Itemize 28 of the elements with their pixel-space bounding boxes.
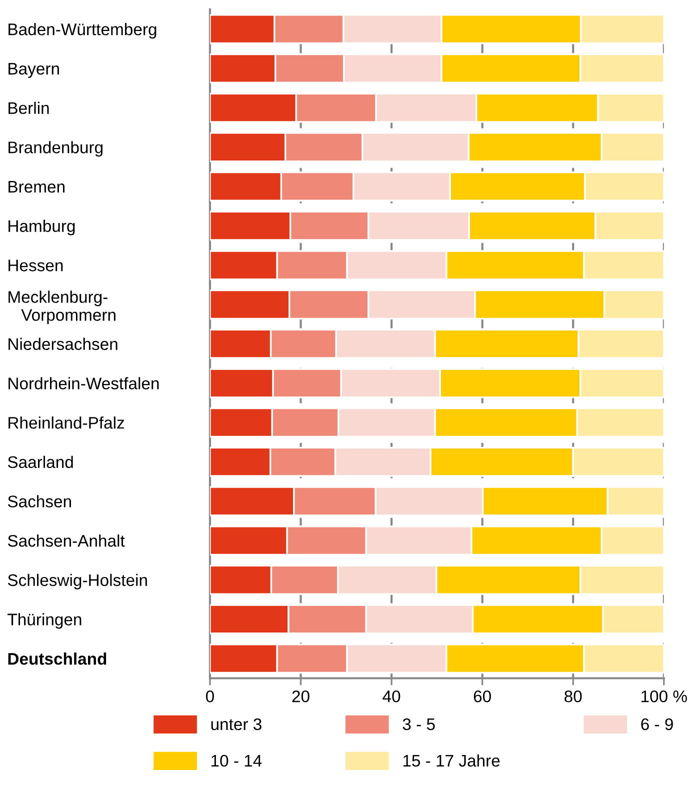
legend-label: 15 - 17 Jahre — [403, 754, 500, 767]
x-tick-label: 0 — [206, 690, 214, 702]
y-tick-label: Thüringen — [8, 613, 82, 629]
y-tick-label: Rheinland-Pfalz — [8, 416, 124, 429]
legend-label: 6 - 9 — [641, 718, 673, 730]
x-tick-label: 100 % — [642, 690, 687, 702]
y-tick-label: Brandenburg — [8, 141, 102, 157]
y-tick-label: Baden-Württemberg — [8, 23, 156, 39]
y-tick-label: Hessen — [8, 260, 63, 272]
x-tick-label: 80 — [564, 690, 582, 702]
y-tick-label: Mecklenburg- Vorpommern — [8, 290, 116, 324]
legend-label: 3 - 5 — [402, 718, 435, 730]
y-tick-label: Bayern — [8, 63, 59, 78]
y-tick-label: Bremen — [8, 181, 64, 193]
y-tick-label: Deutschland — [8, 652, 106, 665]
x-tick-label: 20 — [292, 690, 310, 702]
y-tick-label: Hamburg — [8, 220, 75, 236]
x-tick-label: 60 — [474, 690, 491, 702]
x-tick-label: 40 — [382, 690, 400, 702]
y-tick-label: Saarland — [8, 456, 73, 468]
y-tick-label: Schleswig-Holstein — [8, 574, 147, 590]
y-tick-label: Sachsen — [8, 495, 71, 508]
legend-label: unter 3 — [211, 718, 262, 730]
y-tick-label: Berlin — [8, 102, 49, 114]
y-tick-label: Niedersachsen — [8, 338, 118, 350]
legend-label: 10 - 14 — [212, 754, 262, 767]
y-tick-label: Nordrhein-Westfalen — [8, 377, 159, 390]
y-tick-label: Sachsen-Anhalt — [8, 534, 125, 547]
